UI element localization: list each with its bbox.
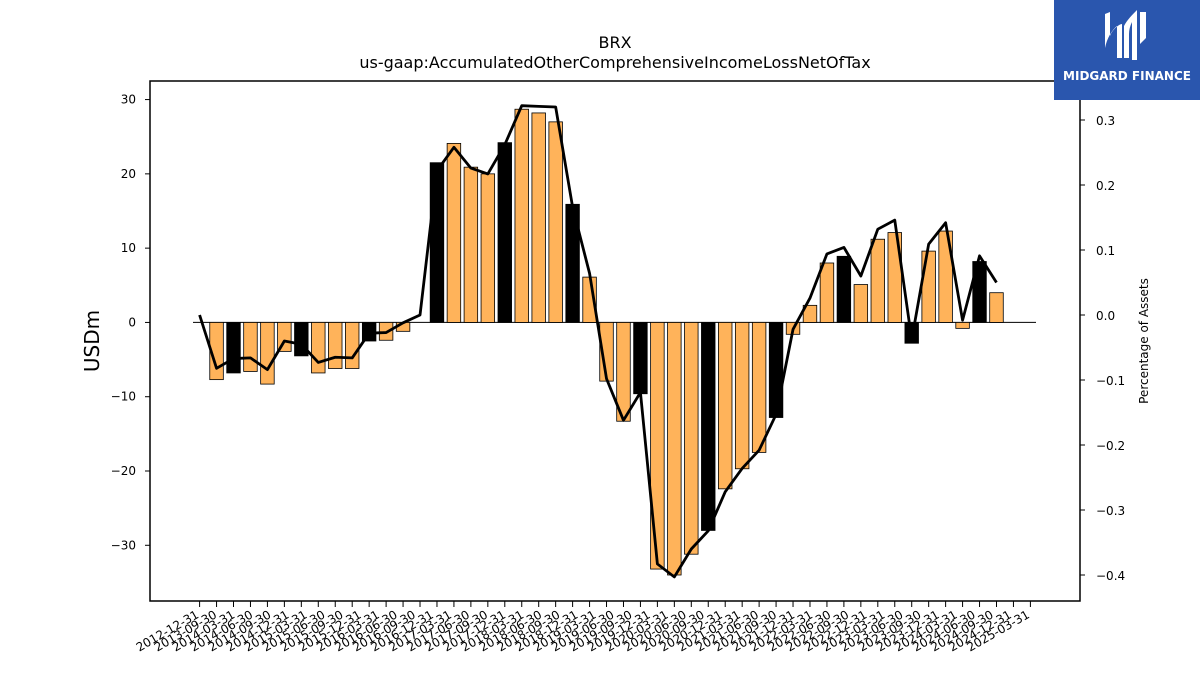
bar bbox=[243, 322, 258, 372]
y-tick-label: 0 bbox=[128, 315, 136, 329]
bar bbox=[853, 284, 869, 323]
bar bbox=[497, 142, 512, 323]
bar bbox=[345, 322, 360, 369]
bar bbox=[463, 166, 479, 323]
bar bbox=[531, 112, 546, 323]
line-group bbox=[198, 104, 998, 579]
y-axis-label-right: Percentage of Assets bbox=[1137, 278, 1151, 404]
x-axis: 2012-12-312013-09-302014-03-312014-06-30… bbox=[134, 601, 1032, 654]
bar bbox=[819, 262, 835, 323]
y-tick-label: −10 bbox=[111, 390, 136, 404]
bar bbox=[768, 322, 784, 418]
y-tick-label: 30 bbox=[121, 93, 136, 107]
bar bbox=[226, 322, 241, 374]
bar bbox=[989, 292, 1004, 323]
logo-mark-icon bbox=[1105, 10, 1146, 60]
y-right-tick-label: 0.3 bbox=[1096, 114, 1115, 128]
midgard-finance-logo: MIDGARD FINANCE bbox=[1054, 0, 1200, 100]
y-axis-label-left: USDm bbox=[80, 310, 104, 372]
bar bbox=[260, 322, 275, 385]
y-right-tick-label: −0.4 bbox=[1096, 569, 1125, 583]
y-tick-label: 10 bbox=[121, 241, 136, 255]
bar bbox=[718, 322, 733, 490]
bar bbox=[802, 304, 818, 323]
y-right-tick-label: 0.2 bbox=[1096, 179, 1115, 193]
chart-subtitle: us-gaap:AccumulatedOtherComprehensiveInc… bbox=[359, 53, 870, 72]
bar bbox=[548, 121, 563, 323]
y-tick-label: 20 bbox=[121, 167, 136, 181]
y-axis-right: 0.3 0.2 0.1 0.0 −0.1 −0.2 −0.3 −0.4 bbox=[1080, 114, 1125, 583]
y-right-tick-label: 0.0 bbox=[1096, 309, 1115, 323]
bar bbox=[514, 108, 529, 323]
bar bbox=[701, 322, 716, 531]
bar bbox=[836, 255, 852, 323]
bar-group bbox=[193, 108, 1036, 576]
bar bbox=[446, 142, 462, 323]
percentage-line bbox=[198, 104, 998, 579]
bar bbox=[938, 230, 953, 323]
bar bbox=[751, 322, 767, 453]
bar bbox=[955, 322, 970, 329]
bar bbox=[921, 250, 936, 323]
bar bbox=[667, 322, 682, 576]
bar bbox=[311, 322, 326, 374]
y-right-tick-label: −0.1 bbox=[1096, 374, 1125, 388]
y-tick-label: −20 bbox=[111, 464, 136, 478]
bar bbox=[328, 322, 343, 369]
bar bbox=[480, 173, 496, 323]
bar bbox=[633, 322, 648, 395]
y-right-tick-label: −0.3 bbox=[1096, 504, 1125, 518]
bar bbox=[870, 238, 885, 323]
y-tick-label: −30 bbox=[111, 538, 136, 552]
plot-frame bbox=[149, 80, 1081, 602]
logo-text: MIDGARD FINANCE bbox=[1063, 69, 1191, 83]
bar bbox=[684, 322, 699, 555]
bar bbox=[972, 261, 987, 323]
y-axis-left: 30 20 10 0 −10 −20 −30 bbox=[111, 93, 150, 552]
bar bbox=[650, 322, 665, 570]
bar bbox=[734, 322, 750, 470]
chart-title: BRX bbox=[598, 33, 631, 52]
bar bbox=[429, 162, 445, 323]
y-right-tick-label: −0.2 bbox=[1096, 439, 1125, 453]
y-right-tick-label: 0.1 bbox=[1096, 244, 1115, 258]
